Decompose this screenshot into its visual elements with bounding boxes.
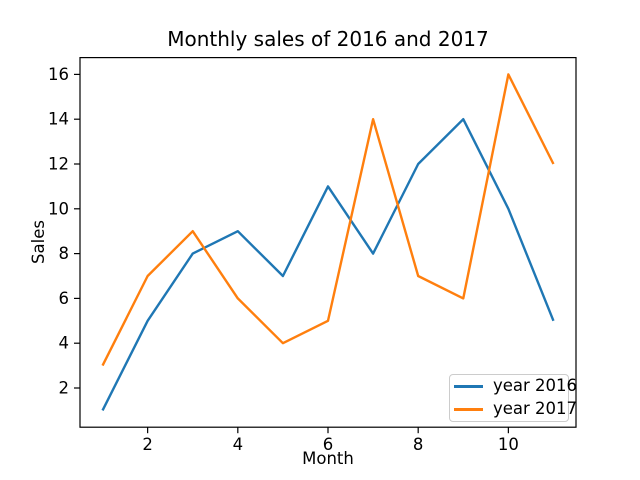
y-tick-label: 10 (48, 199, 69, 218)
x-tick-label: 10 (498, 435, 519, 454)
legend-entry: year 2016 (454, 378, 577, 395)
x-tick-label: 6 (323, 435, 334, 454)
x-tick-label: 4 (233, 435, 244, 454)
legend-entry: year 2017 (454, 401, 577, 418)
x-tick-label: 8 (413, 435, 424, 454)
y-tick-label: 12 (48, 155, 69, 174)
legend-label-2016: year 2016 (493, 376, 578, 396)
legend: year 2016 year 2017 (449, 374, 577, 422)
legend-label-2017: year 2017 (493, 399, 578, 419)
y-tick-label: 14 (48, 110, 69, 129)
x-tick-label: 2 (142, 435, 153, 454)
y-tick-label: 4 (59, 334, 70, 353)
legend-line-sample-2016 (454, 385, 483, 388)
y-axis-label: Sales (28, 220, 48, 264)
x-axis-label: Month (302, 449, 354, 468)
legend-line-sample-2017 (454, 408, 483, 411)
y-tick-label: 2 (59, 379, 70, 398)
y-tick-label: 16 (48, 65, 69, 84)
y-tick-label: 6 (59, 289, 70, 308)
series-line-year-2017 (101, 73, 555, 367)
series-line-year-2016 (101, 117, 555, 411)
chart-title: Monthly sales of 2016 and 2017 (167, 27, 489, 51)
y-tick-label: 8 (59, 244, 70, 263)
